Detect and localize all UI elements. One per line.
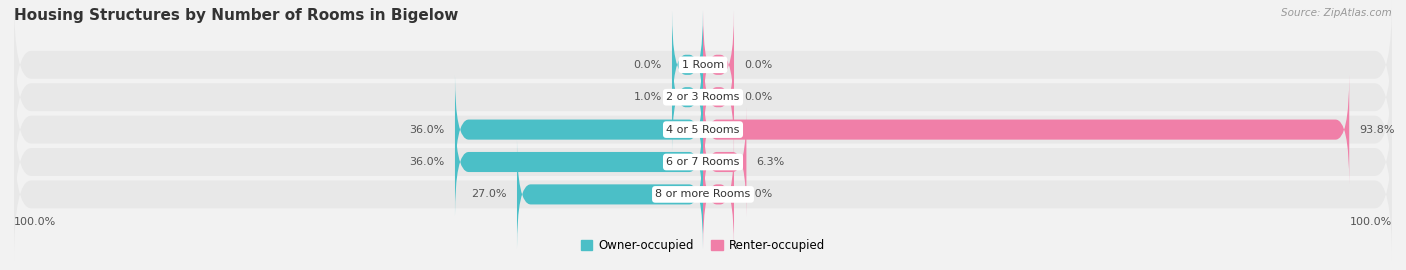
FancyBboxPatch shape	[703, 42, 734, 152]
Text: Housing Structures by Number of Rooms in Bigelow: Housing Structures by Number of Rooms in…	[14, 8, 458, 23]
Text: 100.0%: 100.0%	[1350, 217, 1392, 227]
Text: 0.0%: 0.0%	[744, 189, 772, 200]
Text: 6 or 7 Rooms: 6 or 7 Rooms	[666, 157, 740, 167]
Text: 1 Room: 1 Room	[682, 60, 724, 70]
FancyBboxPatch shape	[14, 0, 1392, 132]
FancyBboxPatch shape	[14, 95, 1392, 229]
FancyBboxPatch shape	[456, 107, 703, 217]
Text: 0.0%: 0.0%	[744, 60, 772, 70]
FancyBboxPatch shape	[672, 10, 703, 120]
Text: 0.0%: 0.0%	[634, 60, 662, 70]
Text: 1.0%: 1.0%	[634, 92, 662, 102]
Text: 8 or more Rooms: 8 or more Rooms	[655, 189, 751, 200]
Text: 36.0%: 36.0%	[409, 124, 444, 135]
FancyBboxPatch shape	[703, 75, 1350, 184]
FancyBboxPatch shape	[703, 10, 734, 120]
Text: 0.0%: 0.0%	[744, 92, 772, 102]
Text: 2 or 3 Rooms: 2 or 3 Rooms	[666, 92, 740, 102]
Text: 4 or 5 Rooms: 4 or 5 Rooms	[666, 124, 740, 135]
Text: Source: ZipAtlas.com: Source: ZipAtlas.com	[1281, 8, 1392, 18]
Legend: Owner-occupied, Renter-occupied: Owner-occupied, Renter-occupied	[576, 234, 830, 256]
Text: 100.0%: 100.0%	[14, 217, 56, 227]
FancyBboxPatch shape	[517, 140, 703, 249]
FancyBboxPatch shape	[14, 30, 1392, 164]
FancyBboxPatch shape	[14, 127, 1392, 261]
Text: 6.3%: 6.3%	[756, 157, 785, 167]
FancyBboxPatch shape	[672, 42, 703, 152]
FancyBboxPatch shape	[703, 107, 747, 217]
Text: 27.0%: 27.0%	[471, 189, 506, 200]
Text: 93.8%: 93.8%	[1360, 124, 1395, 135]
FancyBboxPatch shape	[703, 140, 734, 249]
Text: 36.0%: 36.0%	[409, 157, 444, 167]
FancyBboxPatch shape	[456, 75, 703, 184]
FancyBboxPatch shape	[14, 63, 1392, 197]
